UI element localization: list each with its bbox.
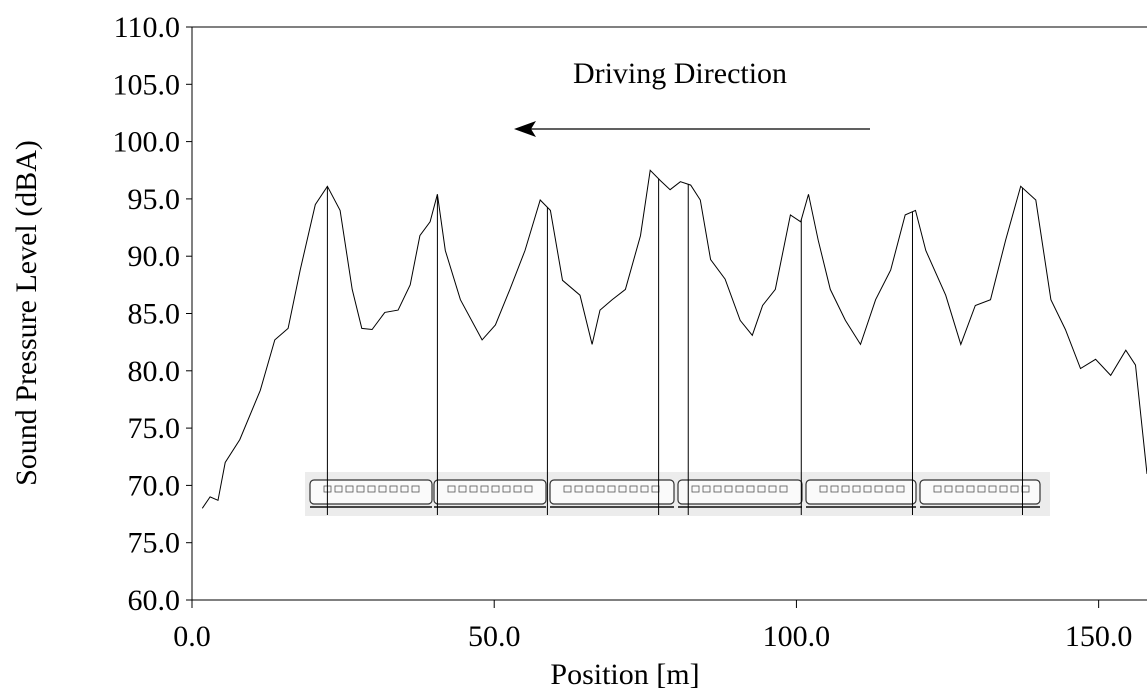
train-window — [345, 485, 354, 493]
train-window — [863, 485, 872, 493]
train-window — [378, 485, 387, 493]
train-window — [356, 485, 365, 493]
train-window — [389, 485, 398, 493]
train-window — [819, 485, 828, 493]
y-axis-label: Sound Pressure Level (dBA) — [10, 140, 43, 486]
train-window — [400, 485, 409, 493]
train-window — [480, 485, 489, 493]
train-window — [513, 485, 522, 493]
train-window — [574, 485, 583, 493]
train-window — [944, 485, 953, 493]
direction-arrow — [514, 121, 870, 137]
train-window — [735, 485, 744, 493]
y-tick-label: 70.0 — [128, 469, 181, 502]
train-window — [896, 485, 905, 493]
train-window — [629, 485, 638, 493]
train-window — [852, 485, 861, 493]
train — [305, 472, 1050, 516]
train-window — [874, 485, 883, 493]
train-window — [1010, 485, 1019, 493]
annotation: Driving Direction — [573, 57, 787, 90]
train-window — [988, 485, 997, 493]
train-window — [966, 485, 975, 493]
train-window — [713, 485, 722, 493]
train-window — [933, 485, 942, 493]
train-window — [746, 485, 755, 493]
train-window — [724, 485, 733, 493]
y-tick-label: 85.0 — [128, 298, 181, 331]
y-tick-label: 80.0 — [128, 355, 181, 388]
train-window — [618, 485, 627, 493]
train-window — [524, 485, 533, 493]
y-tick-label: 110.0 — [114, 11, 180, 44]
train-window — [841, 485, 850, 493]
train-window — [411, 485, 420, 493]
train-window — [367, 485, 376, 493]
y-tick-label: 90.0 — [128, 240, 181, 273]
train-window — [955, 485, 964, 493]
train-window — [779, 485, 788, 493]
y-tick-label: 60.0 — [128, 584, 181, 617]
train-window — [830, 485, 839, 493]
train-window — [469, 485, 478, 493]
train-window — [502, 485, 511, 493]
train-window — [585, 485, 594, 493]
train-window — [977, 485, 986, 493]
x-axis-label: Position [m] — [550, 658, 699, 691]
train-window — [757, 485, 766, 493]
y-tick-label: 105.0 — [113, 68, 181, 101]
y-tick-label: 95.0 — [128, 183, 181, 216]
train-window — [702, 485, 711, 493]
train-window — [885, 485, 894, 493]
train-window — [691, 485, 700, 493]
sound-level-line — [201, 169, 1147, 509]
x-tick-label: 0.0 — [173, 620, 211, 653]
train-window — [640, 485, 649, 493]
train-window — [563, 485, 572, 493]
x-tick-label: 100.0 — [763, 620, 831, 653]
x-tick-label: 50.0 — [468, 620, 521, 653]
y-tick-label: 75.0 — [128, 527, 181, 560]
y-tick-label: 100.0 — [113, 126, 181, 159]
train-window — [999, 485, 1008, 493]
train-window — [768, 485, 777, 493]
x-tick-label: 150.0 — [1065, 620, 1133, 653]
train-window — [491, 485, 500, 493]
train-window — [458, 485, 467, 493]
y-tick-label: 75.0 — [128, 412, 181, 445]
train-window — [596, 485, 605, 493]
train-window — [607, 485, 616, 493]
train-window — [334, 485, 343, 493]
train-window — [447, 485, 456, 493]
